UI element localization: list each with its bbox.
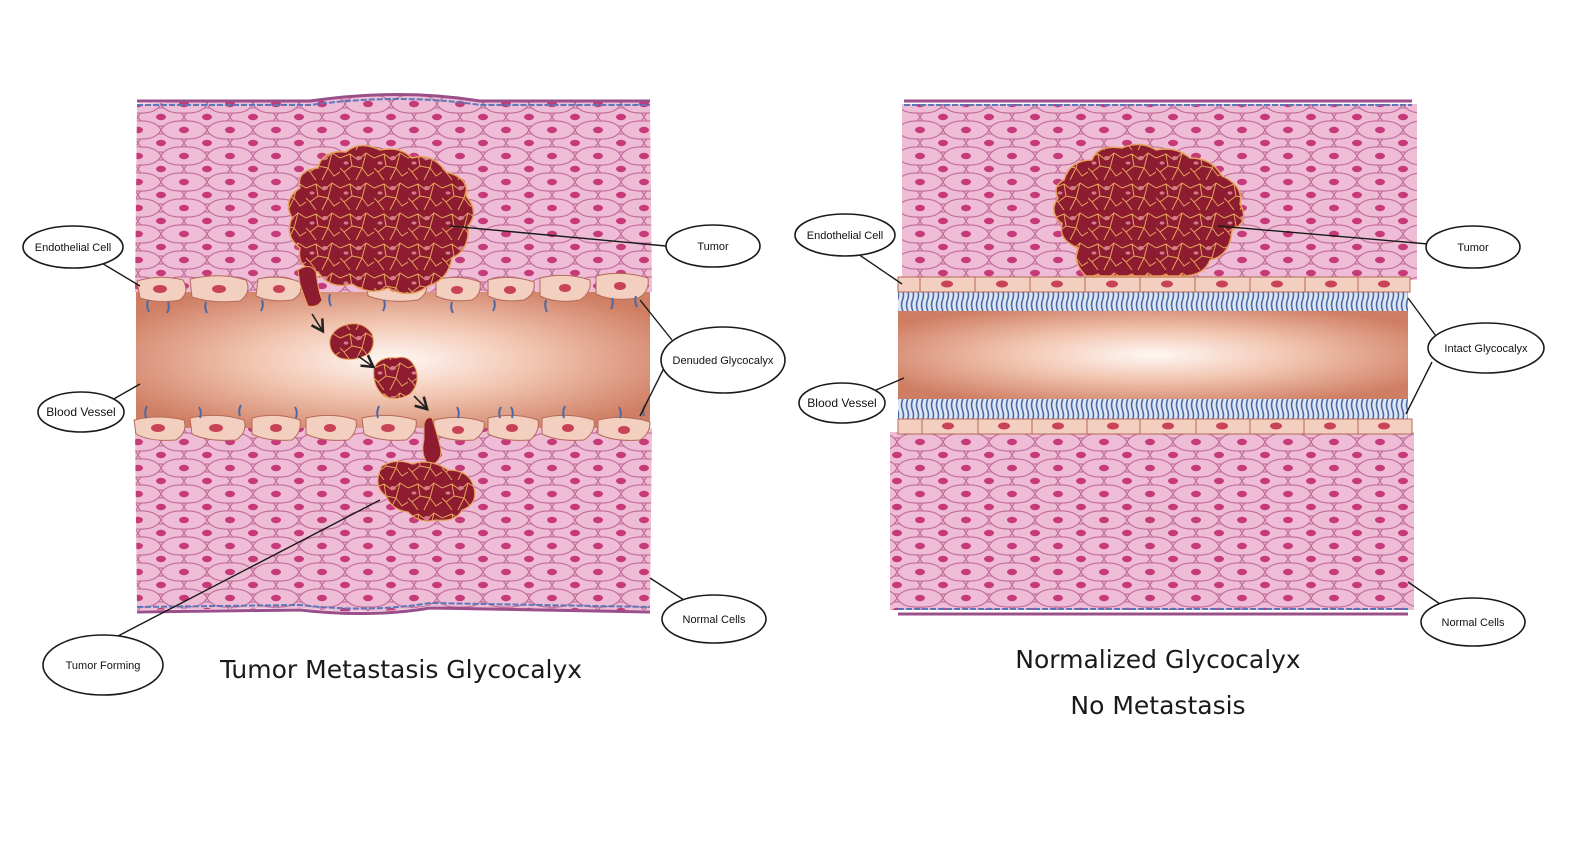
leader-denuded-bottom	[639, 367, 665, 417]
label-bubble-blood-vessel-left	[37, 391, 125, 433]
left-denuded-glycocalyx-bottom	[144, 404, 646, 419]
leader-normal-cells-right	[1407, 581, 1441, 605]
leader-blood-vessel-right	[875, 377, 905, 391]
right-intact-glycocalyx-bottom	[898, 399, 1408, 419]
metastasis-arrow-3	[413, 395, 429, 411]
right-panel: Endothelial Cell Blood Vessel Tumor Inta…	[794, 99, 1545, 720]
leader-intact-bottom	[1405, 361, 1433, 415]
leader-blood-vessel-left	[111, 383, 141, 401]
leader-endothelial-cell-left	[99, 261, 141, 287]
label-intact-glycocalyx: Intact Glycocalyx	[1444, 343, 1528, 355]
label-normal-cells-left: Normal Cells	[683, 614, 746, 626]
right-upper-endothelium	[897, 276, 1411, 293]
leader-endothelial-cell-right	[857, 253, 903, 285]
label-bubble-endothelial-cell-left	[22, 225, 124, 269]
metastasis-arrow-2	[357, 354, 376, 369]
right-tumor	[1053, 143, 1245, 277]
label-bubble-tumor-left	[665, 224, 761, 268]
right-lower-endothelium	[897, 418, 1413, 435]
label-endothelial-cell-right: Endothelial Cell	[807, 230, 883, 242]
leader-tumor-right	[1217, 225, 1429, 245]
label-bubble-intact-glycocalyx	[1427, 322, 1545, 374]
left-bottom-membrane	[136, 606, 651, 616]
circulating-tumor-cell-1	[329, 323, 374, 360]
label-denuded-glycocalyx: Denuded Glycocalyx	[673, 355, 774, 367]
left-panel: Endothelial Cell Blood Vessel Tumor Denu…	[22, 93, 786, 696]
label-blood-vessel-right: Blood Vessel	[807, 396, 876, 410]
label-bubble-normal-cells-left	[661, 594, 767, 644]
label-bubble-endothelial-cell-right	[794, 213, 896, 257]
label-bubble-tumor-forming	[42, 634, 164, 696]
label-bubble-normal-cells-right	[1420, 597, 1526, 647]
right-panel-title-line2: No Metastasis	[1070, 691, 1245, 720]
leader-tumor-left	[449, 225, 667, 247]
right-blood-vessel	[898, 310, 1408, 400]
label-tumor-right: Tumor	[1457, 242, 1489, 254]
label-bubble-tumor-right	[1425, 225, 1521, 269]
label-bubble-blood-vessel-right	[798, 382, 886, 424]
leader-intact-top	[1407, 297, 1437, 337]
left-top-membrane	[137, 93, 650, 103]
leader-tumor-forming	[117, 499, 381, 637]
leader-denuded-top	[639, 299, 673, 341]
circulating-tumor-cell-2	[373, 356, 418, 400]
label-tumor-left: Tumor	[697, 241, 729, 253]
right-intact-glycocalyx-top	[898, 291, 1408, 311]
label-normal-cells-right: Normal Cells	[1442, 617, 1505, 629]
right-lower-tissue	[890, 432, 1414, 610]
label-bubble-denuded-glycocalyx	[660, 326, 786, 394]
left-denuded-glycocalyx-top	[146, 293, 638, 314]
leader-normal-cells-left	[649, 577, 685, 601]
left-tumor-forming	[377, 460, 476, 522]
left-lower-tissue	[135, 428, 652, 612]
metastasis-arrow-1	[310, 313, 325, 334]
label-blood-vessel-left: Blood Vessel	[46, 405, 115, 419]
label-tumor-forming: Tumor Forming	[66, 660, 141, 672]
right-panel-title-line1: Normalized Glycocalyx	[1015, 645, 1300, 674]
label-endothelial-cell-left: Endothelial Cell	[35, 242, 111, 254]
left-tumor	[287, 144, 475, 295]
left-panel-title: Tumor Metastasis Glycocalyx	[219, 655, 582, 684]
